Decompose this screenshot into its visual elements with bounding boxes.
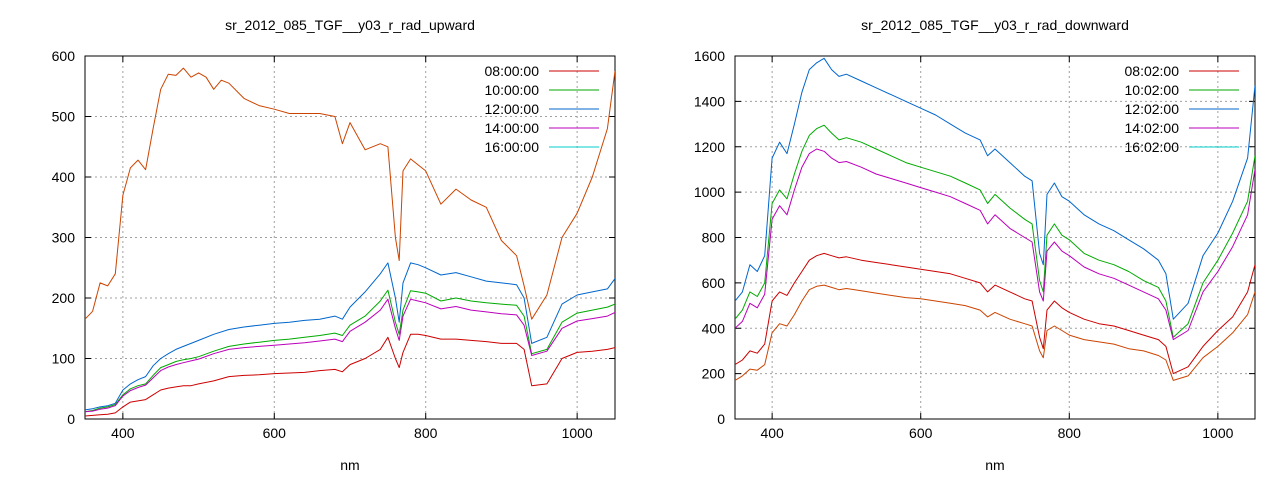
x-tick-label: 1000 <box>562 425 593 441</box>
series-line <box>85 289 615 413</box>
chart-title: sr_2012_085_TGF__y03_r_rad_downward <box>861 17 1129 33</box>
series-line <box>735 148 1255 341</box>
y-tick-label: 200 <box>702 366 726 382</box>
y-tick-label: 200 <box>52 290 76 306</box>
x-axis-label: nm <box>340 457 359 473</box>
legend-entry-label: 16:00:00 <box>485 139 540 155</box>
x-axis-label: nm <box>985 457 1004 473</box>
legend-entry-label: 10:02:00 <box>1125 82 1180 98</box>
legend-entry-label: 08:00:00 <box>485 63 540 79</box>
y-tick-label: 800 <box>702 230 726 246</box>
y-tick-label: 1200 <box>694 139 725 155</box>
series-line <box>735 57 1255 320</box>
y-tick-label: 400 <box>702 320 726 336</box>
x-tick-label: 600 <box>909 425 933 441</box>
x-tick-label: 1000 <box>1202 425 1233 441</box>
y-tick-label: 600 <box>52 48 76 64</box>
y-tick-label: 1400 <box>694 93 725 109</box>
chart-panel-upward: 400 600 800 1000 0 100 200 300 400 500 600 sr_2012_… <box>52 17 616 473</box>
x-tick-label: 800 <box>414 425 438 441</box>
legend-entry-label: 12:02:00 <box>1125 101 1180 117</box>
y-tick-label: 500 <box>52 109 76 125</box>
chart-panel-downward: 400 600 800 1000 0 200 400 600 800 1000 1200 1400 16… <box>694 17 1256 473</box>
x-tick-label: 400 <box>760 425 784 441</box>
legend-entry-label: 14:02:00 <box>1125 120 1180 136</box>
y-tick-label: 1000 <box>694 184 725 200</box>
y-tick-label: 400 <box>52 169 76 185</box>
legend-entry-label: 10:00:00 <box>485 82 540 98</box>
series-line <box>735 124 1255 338</box>
y-tick-label: 300 <box>52 230 76 246</box>
y-tick-label: 600 <box>702 275 726 291</box>
x-tick-label: 800 <box>1058 425 1082 441</box>
series-line <box>85 298 615 413</box>
legend-entry-label: 12:00:00 <box>485 101 540 117</box>
y-tick-label: 100 <box>52 351 76 367</box>
y-tick-label: 0 <box>67 411 75 427</box>
y-tick-label: 1600 <box>694 48 725 64</box>
chart-title: sr_2012_085_TGF__y03_r_rad_upward <box>225 17 475 33</box>
x-tick-label: 400 <box>111 425 135 441</box>
series-line <box>735 284 1255 381</box>
series-line <box>85 67 615 320</box>
series-line <box>85 262 615 411</box>
y-tick-label: 0 <box>717 411 725 427</box>
legend-entry-label: 16:02:00 <box>1125 139 1180 155</box>
x-tick-label: 600 <box>263 425 287 441</box>
series-line <box>735 252 1255 375</box>
series-line <box>85 333 615 417</box>
legend-entry-label: 14:00:00 <box>485 120 540 136</box>
legend-entry-label: 08:02:00 <box>1125 63 1180 79</box>
